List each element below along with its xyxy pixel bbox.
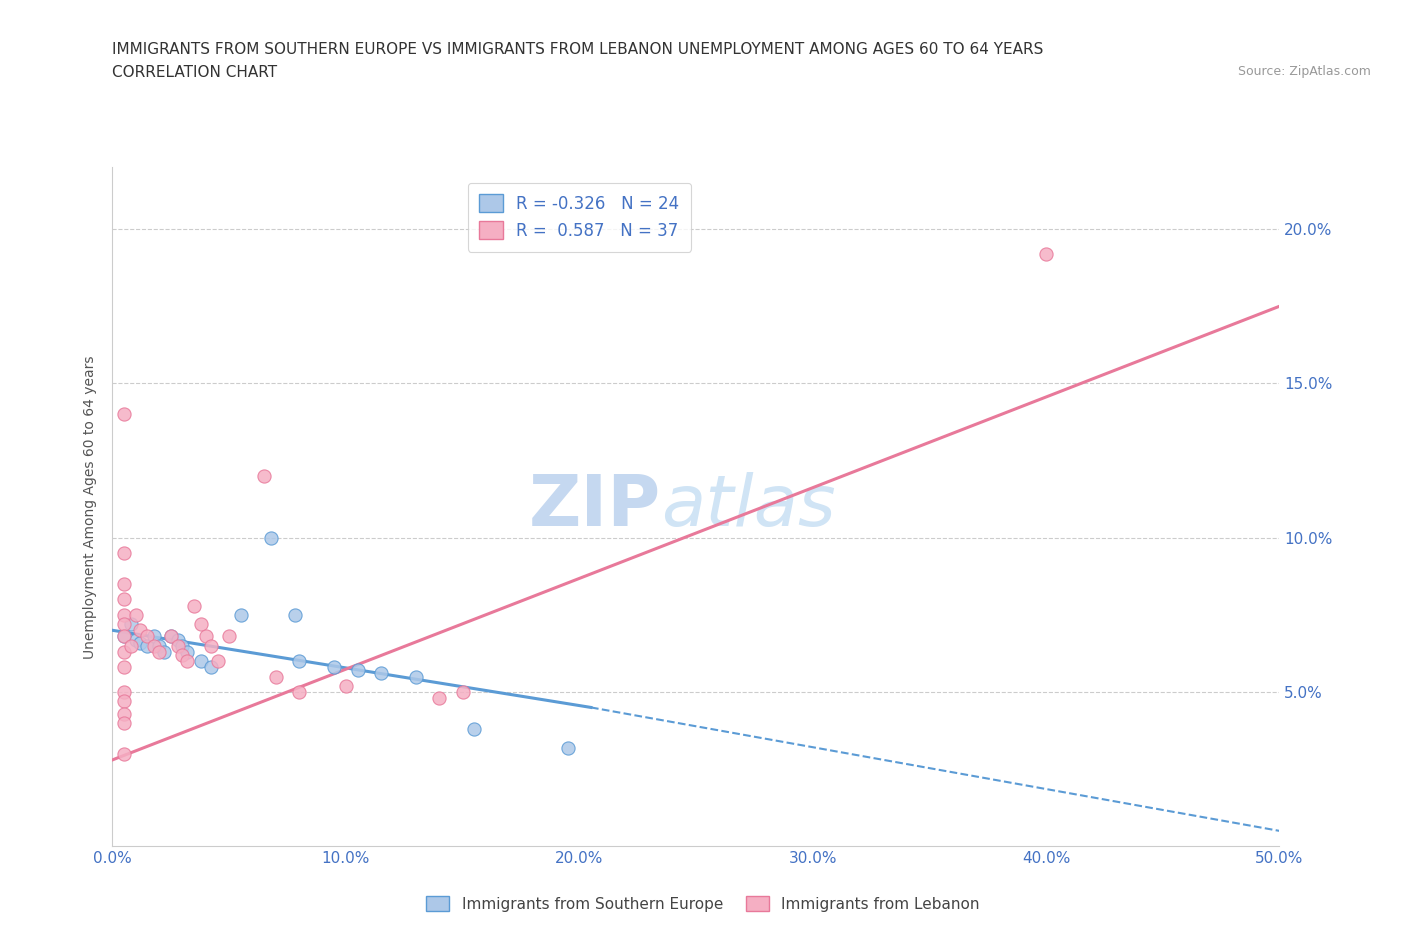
Point <box>229 607 252 622</box>
Point <box>112 546 135 561</box>
Point <box>427 691 450 706</box>
Point <box>112 629 135 644</box>
Point <box>260 530 283 545</box>
Point <box>143 638 166 653</box>
Point <box>370 666 392 681</box>
Point <box>125 607 148 622</box>
Point <box>125 632 148 647</box>
Point <box>166 638 188 653</box>
Point <box>183 598 205 613</box>
Point <box>120 638 142 653</box>
Point <box>200 638 222 653</box>
Point <box>112 644 135 659</box>
Point <box>200 660 222 675</box>
Point <box>143 629 166 644</box>
Point <box>288 684 311 699</box>
Point <box>112 577 135 591</box>
Point <box>253 469 276 484</box>
Point <box>172 647 194 662</box>
Point <box>557 740 579 755</box>
Point <box>451 684 474 699</box>
Point <box>112 406 135 421</box>
Text: CORRELATION CHART: CORRELATION CHART <box>112 65 277 80</box>
Y-axis label: Unemployment Among Ages 60 to 64 years: Unemployment Among Ages 60 to 64 years <box>83 355 97 658</box>
Point <box>112 607 135 622</box>
Text: atlas: atlas <box>661 472 835 541</box>
Legend: R = -0.326   N = 24, R =  0.587   N = 37: R = -0.326 N = 24, R = 0.587 N = 37 <box>468 182 690 251</box>
Point <box>112 746 135 761</box>
Point <box>112 660 135 675</box>
Legend: Immigrants from Southern Europe, Immigrants from Lebanon: Immigrants from Southern Europe, Immigra… <box>420 889 986 918</box>
Point <box>346 663 368 678</box>
Point <box>283 607 305 622</box>
Point <box>323 660 346 675</box>
Point <box>148 644 170 659</box>
Point <box>405 670 427 684</box>
Point <box>112 592 135 607</box>
Point <box>190 654 212 669</box>
Point <box>120 617 142 631</box>
Point <box>112 617 135 631</box>
Point <box>160 629 183 644</box>
Point <box>112 629 135 644</box>
Point <box>288 654 311 669</box>
Point <box>176 654 198 669</box>
Point <box>160 629 183 644</box>
Text: Source: ZipAtlas.com: Source: ZipAtlas.com <box>1237 65 1371 78</box>
Point <box>172 638 194 653</box>
Point <box>153 644 176 659</box>
Point <box>207 654 229 669</box>
Point <box>463 722 485 737</box>
Point <box>1035 246 1057 261</box>
Point <box>190 617 212 631</box>
Point <box>112 706 135 721</box>
Point <box>264 670 287 684</box>
Point <box>112 694 135 709</box>
Point <box>218 629 240 644</box>
Text: ZIP: ZIP <box>529 472 661 541</box>
Point <box>136 638 159 653</box>
Text: IMMIGRANTS FROM SOUTHERN EUROPE VS IMMIGRANTS FROM LEBANON UNEMPLOYMENT AMONG AG: IMMIGRANTS FROM SOUTHERN EUROPE VS IMMIG… <box>112 42 1043 57</box>
Point <box>148 638 170 653</box>
Point <box>166 632 188 647</box>
Point <box>136 629 159 644</box>
Point <box>335 678 357 693</box>
Point <box>129 623 152 638</box>
Point <box>112 684 135 699</box>
Point <box>112 715 135 730</box>
Point <box>194 629 217 644</box>
Point <box>129 635 152 650</box>
Point <box>176 644 198 659</box>
